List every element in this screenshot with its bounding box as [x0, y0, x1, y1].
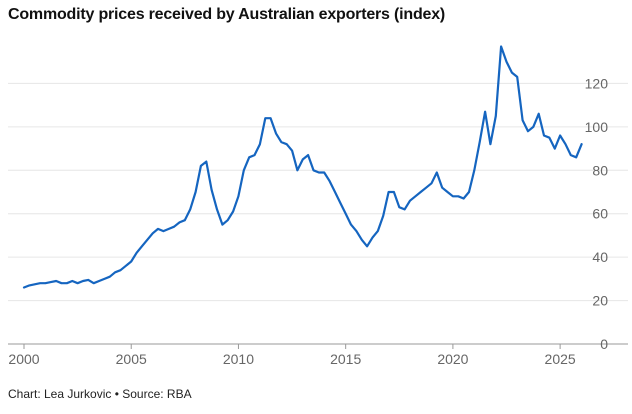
data-series — [22, 45, 583, 289]
x-tick-label: 2015 — [330, 351, 361, 367]
x-tick-label: 2005 — [116, 351, 147, 367]
x-tick-label: 2010 — [223, 351, 254, 367]
y-tick-label: 40 — [592, 249, 608, 265]
chart-title: Commodity prices received by Australian … — [8, 6, 446, 23]
y-tick-label: 120 — [585, 75, 609, 91]
x-axis-tick-labels: 2000 2005 2010 2015 2020 2025 — [8, 344, 576, 367]
series-line — [22, 45, 583, 289]
x-tick-label: 2025 — [545, 351, 576, 367]
chart-credit: Chart: Lea Jurkovic • Source: RBA — [8, 387, 192, 401]
y-axis-tick-labels: 0 20 40 60 80 100 120 — [585, 75, 609, 352]
y-tick-label: 60 — [592, 206, 608, 222]
y-tick-label: 20 — [592, 293, 608, 309]
x-tick-label: 2000 — [8, 351, 39, 367]
y-tick-label: 0 — [600, 336, 608, 352]
y-tick-label: 80 — [592, 162, 608, 178]
x-tick-label: 2020 — [437, 351, 468, 367]
y-tick-label: 100 — [585, 119, 609, 135]
gridlines — [8, 82, 628, 345]
